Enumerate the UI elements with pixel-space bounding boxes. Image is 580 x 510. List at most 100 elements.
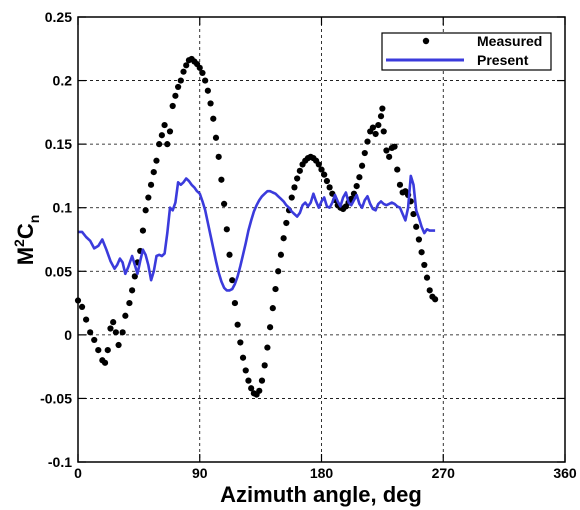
measured-point	[294, 175, 301, 182]
measured-point	[318, 166, 325, 173]
measured-point	[199, 69, 206, 77]
y-tick-label: 0.15	[45, 136, 72, 152]
measured-point	[223, 226, 230, 233]
measured-point	[158, 132, 165, 139]
measured-point	[266, 324, 274, 331]
measured-point	[258, 377, 266, 384]
measured-point	[183, 62, 190, 69]
measured-point	[418, 249, 425, 256]
measured-point	[221, 200, 228, 207]
measured-point	[202, 77, 209, 84]
measured-point	[380, 128, 387, 135]
series-present	[78, 174, 436, 292]
measured-point	[215, 153, 222, 160]
measured-point	[413, 223, 420, 230]
x-tick-label: 90	[192, 465, 208, 481]
measured-point	[358, 162, 366, 169]
measured-point	[229, 277, 236, 284]
measured-point	[369, 124, 377, 131]
measured-point	[172, 92, 179, 99]
y-tick-label: 0.2	[53, 73, 73, 89]
measured-point	[379, 105, 386, 112]
measured-point	[326, 184, 333, 191]
measured-point	[423, 274, 431, 281]
measured-point	[296, 167, 303, 174]
measured-point	[78, 303, 86, 310]
measured-point	[396, 181, 404, 188]
measured-point	[177, 77, 184, 84]
measured-point	[210, 115, 217, 122]
y-axis-title-sub: n	[26, 215, 42, 224]
measured-point	[394, 166, 401, 173]
measured-point	[323, 177, 331, 185]
measured-point	[364, 138, 371, 145]
measured-point	[361, 149, 368, 157]
y-tick-label: -0.05	[40, 390, 72, 406]
measured-point	[386, 153, 393, 160]
measured-point	[112, 329, 119, 336]
measured-point	[426, 287, 433, 294]
measured-point	[115, 341, 122, 349]
measured-point	[377, 113, 385, 120]
measured-point	[169, 102, 176, 110]
measured-point	[166, 128, 174, 135]
measured-point	[261, 362, 268, 369]
measured-point	[126, 299, 133, 307]
measured-point	[356, 174, 363, 181]
legend-measured-marker	[422, 37, 430, 45]
x-axis-title: Azimuth angle, deg	[220, 482, 422, 507]
measured-point	[153, 157, 160, 164]
measured-point	[131, 273, 138, 280]
legend-present-label: Present	[477, 52, 529, 68]
measured-point	[145, 194, 152, 201]
measured-point	[237, 339, 244, 346]
measured-point	[101, 359, 109, 366]
measured-point	[275, 268, 282, 275]
measured-point	[234, 321, 241, 328]
measured-point	[391, 143, 398, 150]
x-tick-label: 0	[74, 465, 82, 481]
y-axis-title-base: M	[13, 247, 38, 265]
measured-point	[142, 207, 149, 214]
y-tick-label: 0.25	[45, 9, 72, 25]
measured-point	[175, 83, 182, 91]
measured-point	[91, 336, 98, 344]
y-tick-label: 0	[64, 327, 72, 343]
measured-point	[212, 134, 220, 141]
measured-point	[95, 347, 102, 354]
legend-measured-label: Measured	[477, 33, 542, 49]
measured-point	[161, 121, 168, 129]
measured-point	[288, 194, 295, 201]
y-tick-label: 0.1	[53, 200, 73, 216]
measured-point	[129, 287, 136, 294]
measured-point	[196, 64, 203, 71]
measured-point	[87, 329, 94, 336]
y-axis-title-mid: C	[13, 223, 38, 239]
tick-labels: 0 90 180 270 360 -0.1 -0.05 0 0.05 0.1 0.15 0.2 0.25	[40, 9, 577, 481]
measured-point	[272, 285, 279, 293]
measured-point	[207, 100, 214, 107]
measured-point	[375, 121, 382, 129]
measured-point	[291, 184, 298, 191]
measured-point	[107, 325, 114, 332]
measured-point	[248, 385, 255, 392]
legend: Measured Present	[381, 32, 552, 71]
measured-point	[353, 183, 360, 190]
x-tick-label: 180	[310, 465, 334, 481]
measured-point	[383, 147, 390, 154]
grid	[78, 17, 565, 462]
measured-point	[264, 344, 271, 351]
y-tick-label: -0.1	[48, 454, 72, 470]
measured-point	[415, 236, 422, 243]
measured-point	[156, 141, 163, 148]
measured-point	[269, 305, 276, 312]
measured-point	[226, 251, 233, 258]
y-tick-label: 0.05	[45, 263, 72, 279]
measured-point	[150, 169, 157, 176]
y-axis-title-sup: 2	[11, 239, 27, 247]
measured-point	[245, 377, 252, 384]
y-axis-title: M2Cn	[11, 215, 42, 266]
measured-point	[204, 87, 211, 94]
